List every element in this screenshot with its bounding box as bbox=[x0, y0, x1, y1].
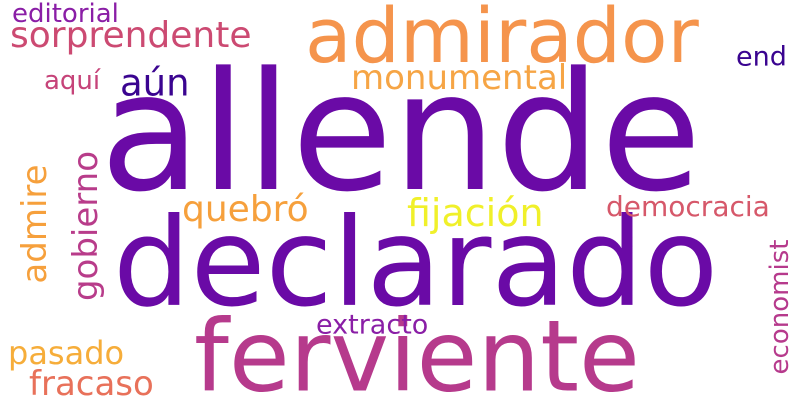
word-allende: allende bbox=[100, 37, 702, 228]
word-aqui: aquí bbox=[44, 66, 101, 96]
word-admire: admire bbox=[15, 164, 55, 284]
word-admirador: admirador bbox=[305, 0, 699, 80]
word-democracia: democracia bbox=[606, 190, 770, 223]
word-quebro: quebró bbox=[182, 189, 309, 230]
word-end: end bbox=[736, 41, 787, 73]
word-editorial: editorial bbox=[12, 0, 119, 29]
word-declarado: declarado bbox=[113, 192, 719, 334]
word-economist: economist bbox=[765, 239, 795, 375]
word-fracaso: fracaso bbox=[29, 364, 154, 400]
word-ferviente: ferviente bbox=[194, 299, 640, 400]
word-fijacion: fijación bbox=[407, 191, 544, 235]
word-extracto: extracto bbox=[316, 309, 429, 341]
word-sorprendente: sorprendente bbox=[10, 15, 252, 56]
word-gobierno: gobierno bbox=[66, 150, 106, 302]
word-pasado: pasado bbox=[8, 334, 125, 372]
word-aun: aún bbox=[120, 61, 190, 105]
word-monumental: monumental bbox=[351, 58, 568, 98]
